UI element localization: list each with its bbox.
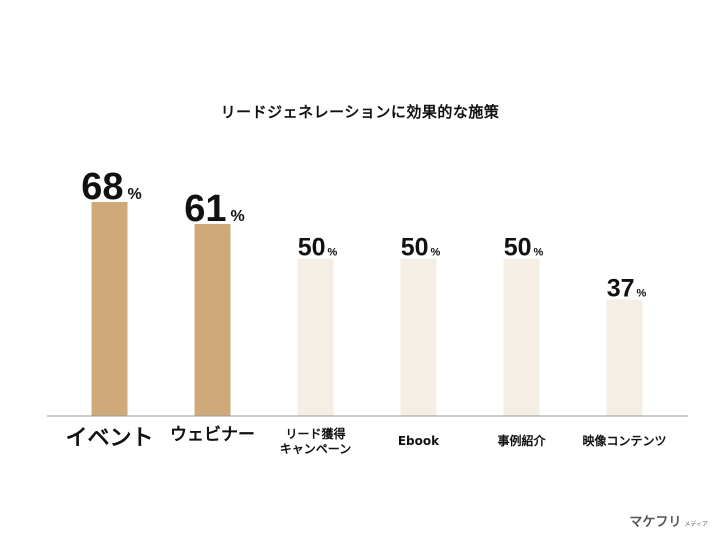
logo-main-text: マケフリ bbox=[629, 515, 682, 530]
category-label-1: イベント bbox=[65, 426, 154, 451]
category-label-5: 事例紹介 bbox=[497, 434, 546, 448]
chart-title: リードジェネレーションに効果的な施策 bbox=[220, 103, 500, 121]
value-label-1: 68% bbox=[81, 166, 142, 208]
bar-4 bbox=[400, 258, 437, 416]
bar-6 bbox=[606, 299, 643, 416]
value-label-2: 61% bbox=[184, 188, 245, 230]
category-label-3: リード獲得 キャンペーン bbox=[279, 427, 352, 456]
logo-sub-text: メディア bbox=[684, 521, 708, 528]
category-label-6: 映像コンテンツ bbox=[582, 434, 667, 448]
value-label-6: 37% bbox=[607, 275, 647, 303]
bar-3 bbox=[297, 258, 334, 416]
bar-2 bbox=[194, 224, 231, 416]
bar-5 bbox=[503, 258, 540, 416]
category-label-2: ウェビナー bbox=[170, 425, 255, 445]
category-label-4: Ebook bbox=[397, 434, 440, 448]
value-label-5: 50% bbox=[504, 234, 544, 262]
value-label-4: 50% bbox=[401, 234, 441, 262]
value-label-3: 50% bbox=[298, 234, 338, 262]
bar-1 bbox=[91, 202, 128, 416]
logo: マケフリ メディア bbox=[629, 511, 708, 530]
